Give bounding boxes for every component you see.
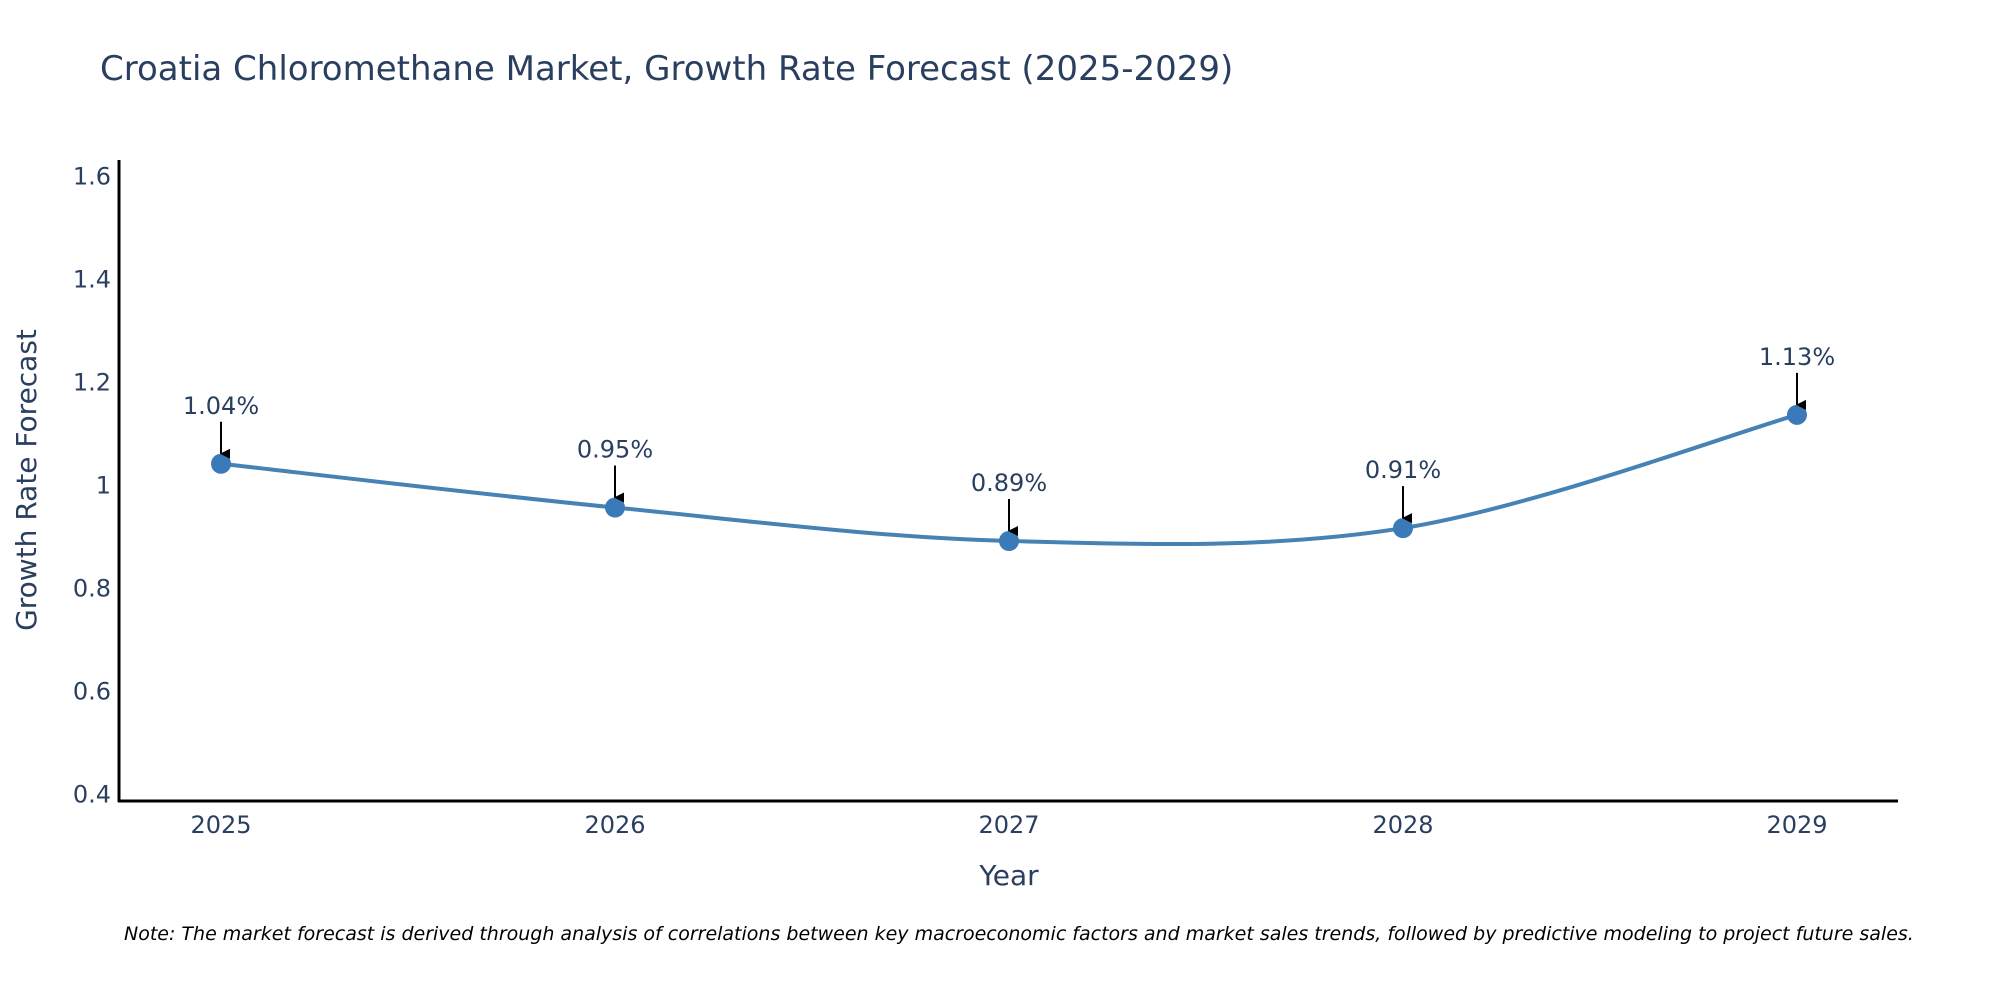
data-label: 0.91%	[1365, 456, 1441, 484]
x-tick-labels: 2025 2026 2027 2028 2029	[190, 811, 1827, 839]
y-tick-label: 0.6	[73, 677, 111, 705]
data-point	[605, 497, 625, 518]
x-tick-label: 2025	[190, 811, 251, 839]
x-tick-label: 2026	[584, 811, 645, 839]
y-tick-labels: 0.4 0.6 0.8 1 1.2 1.4 1.6	[73, 162, 111, 808]
data-point	[211, 453, 231, 474]
y-axis-title: Growth Rate Forecast	[10, 329, 43, 631]
x-tick-label: 2027	[978, 811, 1039, 839]
data-point	[1393, 518, 1413, 539]
data-label: 1.13%	[1759, 343, 1835, 371]
x-tick-label: 2029	[1766, 811, 1827, 839]
y-tick-label: 1.2	[73, 368, 111, 396]
data-point	[1787, 404, 1807, 425]
plot-area: 1.04% 0.95% 0.89% 0.91% 1.13%	[183, 343, 1835, 551]
y-tick-label: 1.4	[73, 265, 111, 293]
y-tick-label: 1.6	[73, 162, 111, 190]
data-point	[999, 530, 1019, 551]
data-markers	[211, 404, 1807, 551]
data-label: 1.04%	[183, 392, 259, 420]
x-axis-title: Year	[978, 859, 1039, 892]
data-label: 0.95%	[577, 436, 653, 464]
x-tick-label: 2028	[1372, 811, 1433, 839]
y-tick-label: 1	[96, 471, 111, 499]
footnote: Note: The market forecast is derived thr…	[124, 923, 1914, 945]
data-annotations: 1.04% 0.95% 0.89% 0.91% 1.13%	[183, 343, 1835, 536]
axes	[117, 160, 1898, 803]
chart-title: Croatia Chloromethane Market, Growth Rat…	[100, 49, 1233, 89]
y-tick-label: 0.4	[73, 780, 111, 808]
y-tick-label: 0.8	[73, 574, 111, 602]
data-label: 0.89%	[971, 469, 1047, 497]
